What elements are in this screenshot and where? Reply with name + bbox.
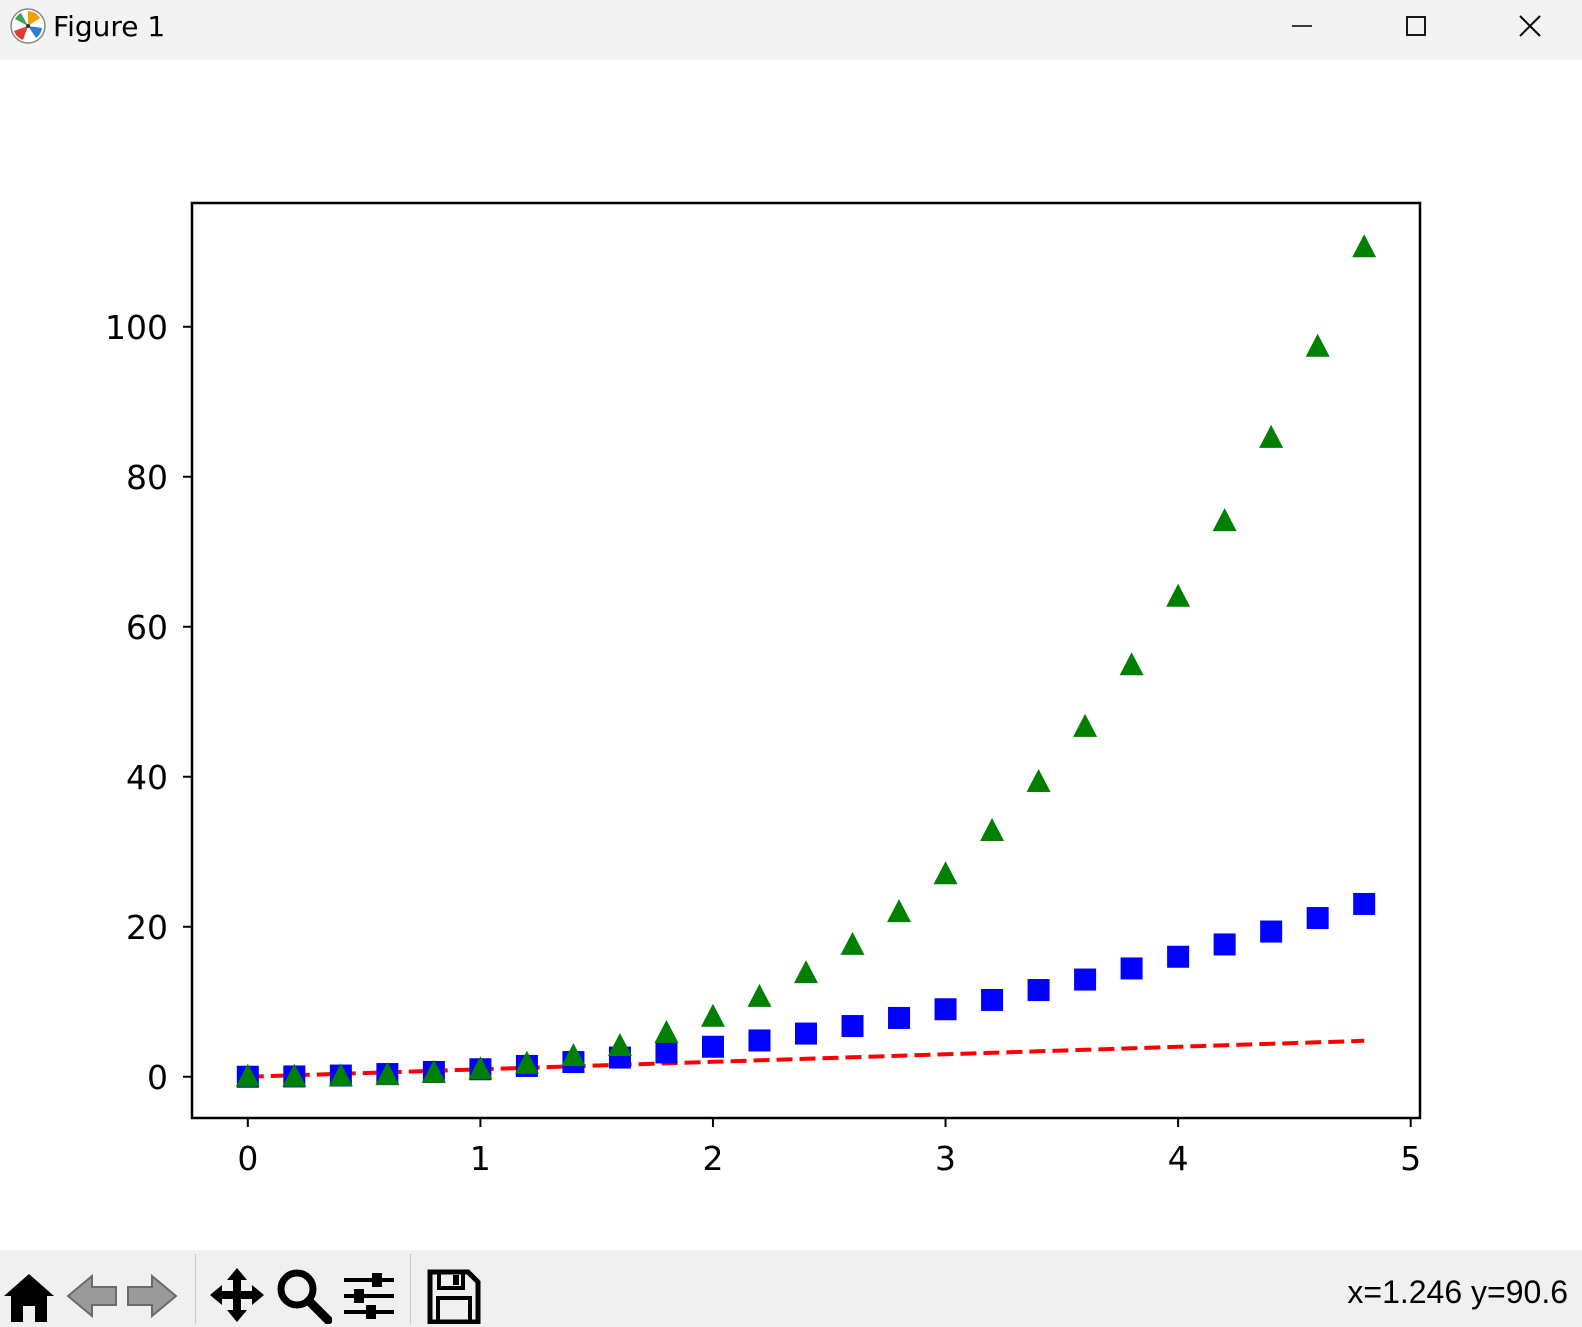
series-2-point — [282, 1063, 307, 1087]
save-floppy-icon[interactable] — [424, 1266, 482, 1324]
series-2-point — [1026, 768, 1051, 792]
toolbar-separator — [410, 1254, 411, 1324]
y-tick-label: 60 — [126, 608, 168, 647]
series-1-point — [981, 988, 1004, 1011]
axes-frame — [190, 201, 1422, 1120]
close-button[interactable] — [1473, 0, 1582, 52]
series-1-point — [934, 998, 957, 1021]
y-tick-label: 40 — [126, 758, 168, 797]
series-1-point — [841, 1015, 864, 1038]
x-tick-label: 0 — [237, 1139, 258, 1178]
series-2-point — [607, 1033, 632, 1057]
series-1-point — [655, 1041, 678, 1064]
back-arrow-icon[interactable] — [62, 1266, 120, 1324]
series-2-point — [561, 1043, 586, 1067]
series-1-point — [1167, 945, 1190, 968]
y-tick-label: 100 — [105, 308, 168, 347]
x-tick-label: 3 — [935, 1139, 956, 1178]
x-tick-label: 2 — [702, 1139, 723, 1178]
zoom-magnifier-icon[interactable] — [274, 1266, 332, 1324]
series-1-point — [888, 1006, 911, 1029]
series-1-point — [1353, 892, 1376, 915]
series-2-point — [887, 899, 912, 923]
series-2-point — [1119, 652, 1144, 676]
matplotlib-icon — [10, 8, 46, 44]
y-tick-label: 0 — [147, 1058, 168, 1097]
series-1-point — [1120, 957, 1143, 980]
x-tick-label: 5 — [1400, 1139, 1421, 1178]
series-1-point — [1027, 979, 1050, 1002]
minimize-icon — [1292, 25, 1312, 27]
window-titlebar: Figure 1 — [0, 0, 1582, 60]
window-title: Figure 1 — [53, 10, 166, 43]
navigation-toolbar: x=1.246 y=90.6 — [0, 1250, 1582, 1327]
series-0-line — [247, 1038, 1365, 1079]
y-tick-label: 80 — [126, 458, 168, 497]
series-1-point — [1213, 933, 1236, 956]
series-2-point — [375, 1062, 400, 1086]
series-2-point — [421, 1059, 446, 1083]
series-2-point — [1352, 234, 1377, 258]
series-2-point — [654, 1020, 679, 1044]
configure-subplots-icon[interactable] — [340, 1266, 398, 1324]
pan-move-icon[interactable] — [208, 1266, 266, 1324]
series-2-point — [980, 817, 1005, 841]
series-1-point — [1260, 920, 1283, 943]
series-2-point — [794, 960, 818, 984]
figure-canvas[interactable]: 0 1 2 3 4 5 0 20 40 60 80 100 — [0, 60, 1582, 1250]
series-1-point — [748, 1029, 771, 1052]
series-2-point — [235, 1063, 260, 1087]
series-2-point — [700, 1003, 725, 1027]
x-tick-label: 1 — [470, 1139, 491, 1178]
series-2-point — [1073, 713, 1098, 737]
series-1-point — [1074, 968, 1097, 991]
series-2-point — [328, 1063, 353, 1087]
series-2-point — [1166, 583, 1191, 607]
home-icon[interactable] — [0, 1266, 58, 1324]
maximize-button[interactable] — [1359, 0, 1473, 52]
y-tick-label: 20 — [126, 908, 168, 947]
series-2-point — [468, 1056, 493, 1080]
series-1-point — [1306, 907, 1329, 930]
series-2-point — [933, 861, 958, 885]
close-icon — [1519, 15, 1541, 37]
forward-arrow-icon[interactable] — [124, 1266, 182, 1324]
maximize-icon — [1406, 16, 1426, 36]
toolbar-separator — [195, 1254, 196, 1324]
series-1-point — [795, 1022, 817, 1045]
x-tick-label: 4 — [1168, 1139, 1189, 1178]
series-2-point — [514, 1050, 539, 1074]
minimize-button[interactable] — [1245, 0, 1359, 52]
series-2-point — [1305, 333, 1330, 357]
series-1-point — [701, 1035, 724, 1058]
series-2-point — [747, 983, 772, 1007]
cursor-coordinates: x=1.246 y=90.6 — [1347, 1274, 1568, 1310]
series-2-point — [1259, 424, 1284, 448]
series-2-point — [840, 931, 865, 955]
plot-svg: 0 1 2 3 4 5 0 20 40 60 80 100 — [105, 201, 1422, 1178]
series-2-point — [1212, 508, 1237, 532]
